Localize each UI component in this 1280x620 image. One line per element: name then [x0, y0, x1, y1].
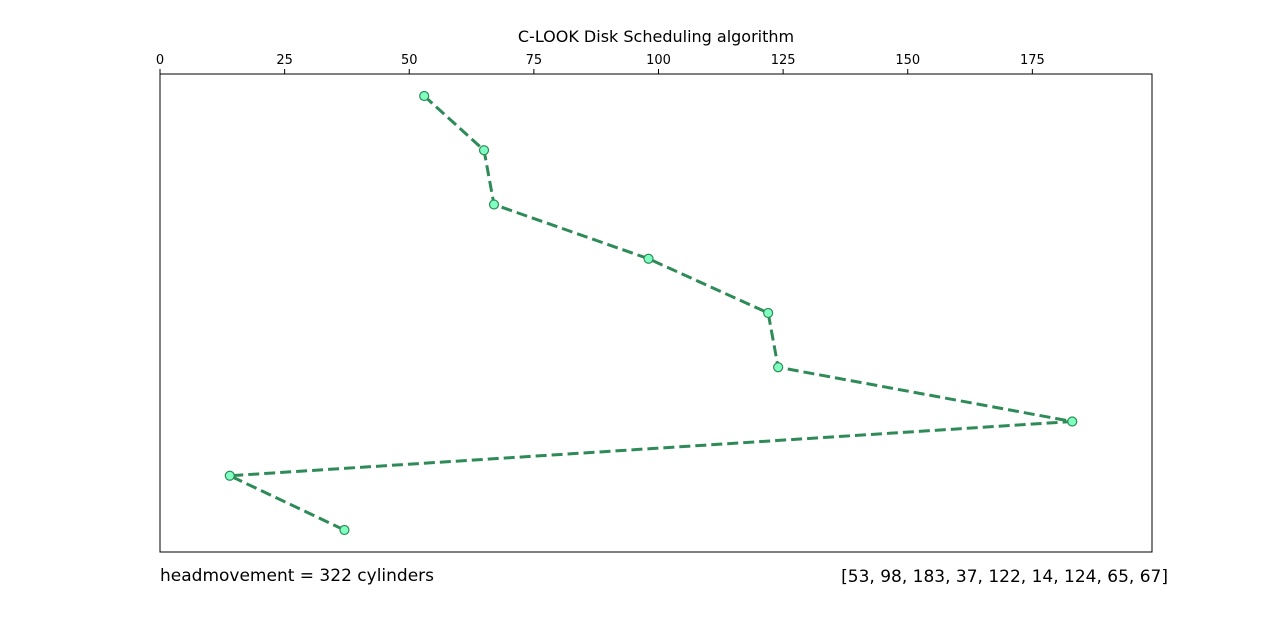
x-tick-label: 125	[771, 53, 796, 68]
x-tick-label: 100	[646, 53, 671, 68]
plot-area	[223, 90, 1078, 536]
x-tick-label: 0	[156, 53, 164, 68]
x-tick-label: 75	[526, 53, 543, 68]
x-tick-label: 150	[895, 53, 920, 68]
data-point	[1067, 416, 1078, 427]
chart-title: C-LOOK Disk Scheduling algorithm	[518, 27, 794, 46]
data-point	[224, 470, 235, 481]
data-point	[478, 145, 490, 156]
plot-frame	[159, 73, 1153, 553]
data-point	[419, 90, 430, 102]
series-line	[223, 94, 1073, 532]
x-axis-ticks: 0 25 50 75 100 125 150 175	[156, 53, 1045, 74]
data-point	[488, 199, 500, 210]
head-movement-label: headmovement = 322 cylinders	[160, 566, 435, 586]
x-tick-label: 175	[1020, 53, 1045, 68]
data-point	[643, 253, 654, 264]
x-tick-label: 50	[401, 53, 418, 68]
x-tick-label: 25	[276, 53, 293, 68]
request-queue-label: [53, 98, 183, 37, 122, 14, 124, 65, 67]	[841, 567, 1168, 587]
data-point	[773, 362, 784, 373]
data-point	[339, 524, 350, 536]
data-point	[763, 307, 774, 319]
